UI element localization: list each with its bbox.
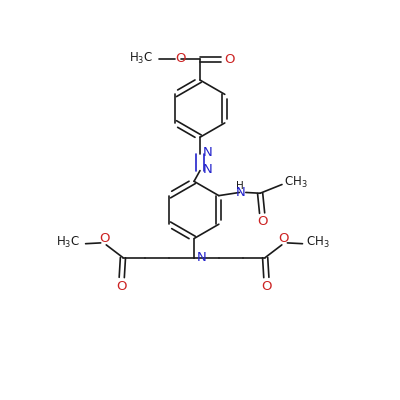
Text: O: O (224, 53, 235, 66)
Text: O: O (257, 215, 267, 228)
Text: O: O (175, 52, 185, 65)
Text: O: O (261, 280, 272, 293)
Text: H: H (236, 182, 244, 192)
Text: O: O (100, 232, 110, 245)
Text: N: N (235, 186, 245, 199)
Text: CH$_3$: CH$_3$ (284, 175, 308, 190)
Text: N: N (203, 163, 213, 176)
Text: N: N (203, 146, 213, 159)
Text: H$_3$C: H$_3$C (129, 51, 153, 66)
Text: H$_3$C: H$_3$C (56, 235, 80, 250)
Text: N: N (196, 251, 206, 264)
Text: O: O (116, 280, 127, 293)
Text: CH$_3$: CH$_3$ (306, 235, 330, 250)
Text: O: O (278, 232, 289, 245)
